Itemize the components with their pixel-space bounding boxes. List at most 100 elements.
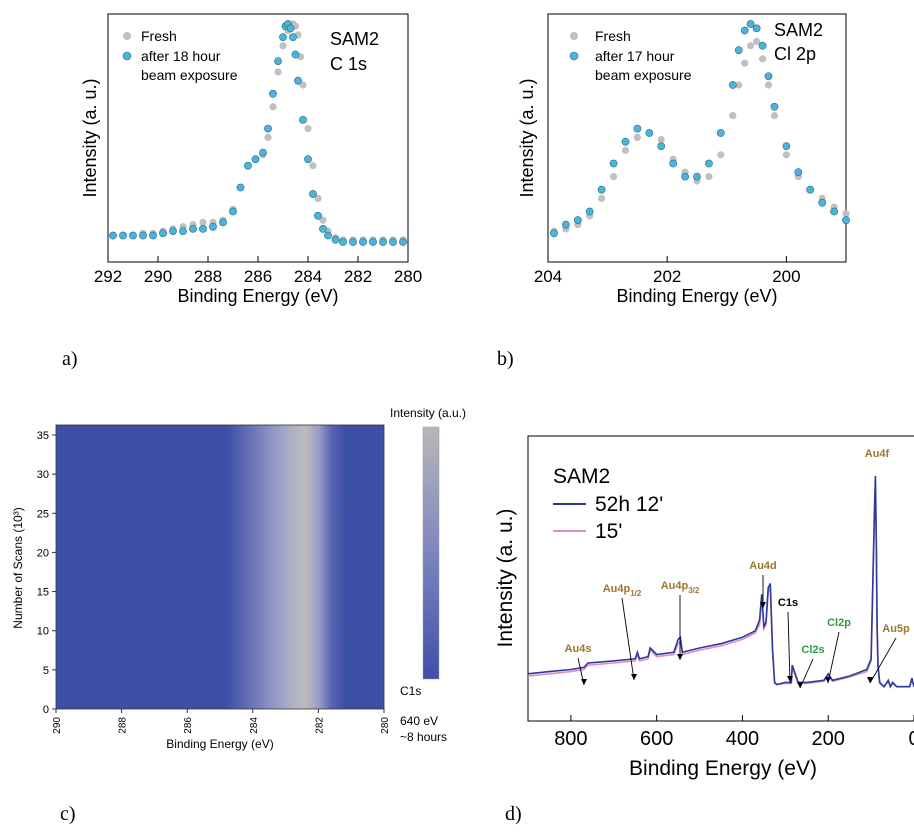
x-tick-label: 600 bbox=[640, 728, 673, 750]
data-point-exposed bbox=[199, 224, 207, 233]
data-point-exposed bbox=[369, 238, 377, 246]
data-point-exposed bbox=[681, 172, 689, 181]
y-axis-label: Intensity (a. u.) bbox=[80, 78, 100, 197]
arrow-head bbox=[760, 602, 766, 608]
data-point-exposed bbox=[219, 218, 227, 227]
data-point-exposed bbox=[109, 231, 117, 240]
data-point-fresh bbox=[759, 55, 767, 63]
chart-survey: 800 600 400 200 0 Au4s Au4p1/2 Au4p3/2 Au4d C1s C… bbox=[494, 435, 914, 780]
data-point-fresh bbox=[199, 218, 207, 226]
legend-entry-exposed-line1: after 17 hour bbox=[595, 48, 675, 64]
data-point-exposed bbox=[291, 50, 300, 59]
arrow-head bbox=[825, 677, 831, 683]
data-point-exposed bbox=[657, 142, 666, 150]
x-tick-label: 204 bbox=[534, 267, 562, 286]
peak-label: Cl2p bbox=[827, 617, 851, 629]
data-points bbox=[109, 20, 407, 246]
data-point-exposed bbox=[770, 102, 779, 111]
x-tick-label: 282 bbox=[314, 717, 325, 734]
data-point-fresh bbox=[274, 68, 282, 76]
data-point-exposed bbox=[842, 216, 850, 225]
peak-label: Au4f bbox=[865, 448, 890, 460]
data-point-exposed bbox=[782, 142, 791, 150]
chart-subtitle: Cl 2p bbox=[774, 44, 816, 64]
data-point-exposed bbox=[764, 72, 773, 81]
data-point-exposed bbox=[289, 33, 297, 41]
data-point-exposed bbox=[236, 183, 245, 192]
chart-title: SAM2 bbox=[330, 29, 379, 49]
data-point-fresh bbox=[633, 133, 642, 141]
data-point-exposed bbox=[633, 124, 642, 133]
x-axis-ticks: 292 290 288 286 284 282 280 bbox=[94, 256, 422, 286]
x-tick-label: 400 bbox=[726, 728, 759, 750]
panel-label-b: b) bbox=[497, 348, 514, 370]
x-tick-label: 288 bbox=[118, 717, 129, 734]
y-axis-label: Intensity (a. u.) bbox=[494, 509, 517, 648]
data-point-fresh bbox=[735, 81, 743, 89]
data-point-exposed bbox=[189, 224, 197, 233]
data-point-exposed bbox=[746, 20, 755, 28]
plot-frame bbox=[527, 435, 914, 722]
data-point-exposed bbox=[159, 229, 167, 238]
series-lines bbox=[527, 475, 914, 689]
legend-entry-exposed-line2: beam exposure bbox=[141, 67, 238, 83]
data-point-fresh bbox=[309, 162, 317, 170]
data-point-fresh bbox=[741, 59, 749, 67]
x-tick-label: 286 bbox=[183, 717, 194, 734]
data-point-exposed bbox=[279, 33, 287, 41]
data-point-exposed bbox=[734, 46, 743, 55]
x-tick-label: 200 bbox=[812, 728, 845, 750]
arrow-head bbox=[677, 654, 683, 660]
x-tick-label: 800 bbox=[554, 728, 587, 750]
panel-label-a: a) bbox=[62, 348, 78, 370]
x-axis-ticks: 800 600 400 200 0 bbox=[554, 715, 914, 750]
y-axis-label: Intensity (a. u.) bbox=[517, 78, 537, 197]
data-point-fresh bbox=[747, 42, 755, 50]
x-axis-ticks: 290 288 286 284 282 280 bbox=[52, 709, 391, 734]
colorbar bbox=[422, 426, 440, 680]
data-point-fresh bbox=[770, 112, 779, 120]
peak-arrow bbox=[869, 637, 897, 684]
y-tick-label: 0 bbox=[43, 704, 49, 716]
legend-entry-exposed-line1: after 18 hour bbox=[141, 48, 221, 64]
plot-frame bbox=[55, 424, 385, 710]
x-tick-label: 0 bbox=[908, 728, 914, 750]
legend-marker-fresh bbox=[570, 32, 578, 40]
data-point-fresh bbox=[598, 194, 606, 202]
data-point-exposed bbox=[299, 116, 307, 124]
data-point-exposed bbox=[389, 238, 397, 246]
data-point-exposed bbox=[621, 137, 630, 146]
x-axis-label: Binding Energy (eV) bbox=[177, 286, 338, 306]
heatmap-area bbox=[56, 425, 384, 709]
x-tick-label: 284 bbox=[249, 717, 260, 734]
data-point-fresh bbox=[764, 81, 773, 89]
x-tick-label: 292 bbox=[94, 267, 122, 286]
data-point-exposed bbox=[309, 190, 317, 198]
data-point-exposed bbox=[331, 235, 340, 244]
arrow-head bbox=[867, 677, 873, 683]
data-point-exposed bbox=[294, 76, 302, 85]
data-point-exposed bbox=[264, 124, 272, 133]
data-point-fresh bbox=[657, 135, 665, 144]
colorbar-bottom-label: C1s bbox=[400, 684, 421, 698]
data-point-exposed bbox=[286, 24, 295, 33]
x-tick-label: 288 bbox=[194, 267, 222, 286]
peak-label: Au4d bbox=[749, 560, 777, 572]
data-point-exposed bbox=[716, 129, 725, 137]
x-tick-label: 290 bbox=[52, 717, 63, 734]
data-point-fresh bbox=[782, 151, 791, 159]
chart-cl2p: 204 202 200 Binding Energy (eV) Intensity … bbox=[517, 13, 850, 306]
x-axis-ticks: 204 202 200 bbox=[534, 256, 801, 286]
note-duration: ~8 hours bbox=[400, 730, 447, 744]
note-energy: 640 eV bbox=[400, 714, 438, 728]
y-tick-label: 20 bbox=[37, 547, 49, 559]
data-point-exposed bbox=[229, 207, 237, 216]
data-point-exposed bbox=[244, 161, 252, 170]
data-point-exposed bbox=[794, 168, 803, 177]
data-point-exposed bbox=[728, 81, 737, 89]
legend-entry-exposed-line2: beam exposure bbox=[595, 67, 692, 83]
data-point-fresh bbox=[279, 42, 287, 50]
data-point-exposed bbox=[740, 26, 749, 35]
legend-marker-exposed bbox=[569, 51, 579, 61]
peak-arrow bbox=[621, 597, 635, 681]
